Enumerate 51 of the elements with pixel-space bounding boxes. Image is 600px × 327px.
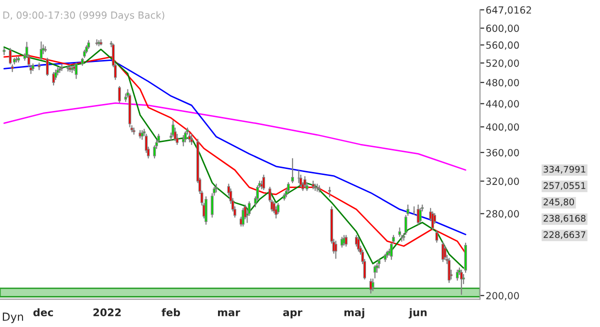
y-tick-label: 440,00 bbox=[486, 100, 519, 108]
text: 228,6637 bbox=[544, 231, 586, 239]
y-tick-label: 400,00 bbox=[486, 123, 519, 132]
candlestick bbox=[334, 240, 338, 259]
text: 245,80 bbox=[544, 198, 574, 206]
candlestick bbox=[374, 265, 376, 278]
candlestick bbox=[242, 208, 244, 227]
candlestick bbox=[46, 58, 49, 76]
text: 334,7991 bbox=[544, 166, 586, 174]
candlestick bbox=[291, 158, 294, 184]
y-tick-label: 520,00 bbox=[486, 59, 519, 68]
line-series bbox=[3, 102, 466, 171]
candlestick bbox=[448, 258, 450, 284]
candlestick bbox=[52, 72, 55, 86]
y-tick-label: 360,00 bbox=[486, 148, 519, 158]
y-tick-label: 280,00 bbox=[486, 210, 519, 218]
y-tick-label: 320,00 bbox=[486, 178, 519, 186]
x-tick-label: mar bbox=[218, 310, 240, 316]
candlestick bbox=[184, 131, 187, 142]
candlestick bbox=[8, 48, 12, 64]
candlestick bbox=[357, 236, 360, 252]
candlestick bbox=[276, 202, 280, 214]
text: 238,6168 bbox=[544, 214, 586, 223]
candlestick bbox=[190, 134, 193, 146]
x-tick-label: maj bbox=[344, 308, 364, 318]
candlestick bbox=[204, 196, 208, 225]
x-tick-label: apr bbox=[283, 310, 302, 318]
y-tick-label: 647,0162 bbox=[486, 6, 531, 15]
y-tick-label: 480,00 bbox=[486, 78, 519, 88]
candlestick bbox=[344, 234, 348, 247]
text: 257,0551 bbox=[544, 182, 586, 190]
candlestick bbox=[418, 208, 422, 224]
x-tick-label: dec bbox=[33, 308, 53, 316]
candlestick bbox=[456, 270, 459, 281]
x-tick-label: 2022 bbox=[93, 308, 121, 316]
candlestick bbox=[118, 86, 121, 104]
candlestick bbox=[431, 211, 434, 230]
candlestick bbox=[172, 120, 174, 137]
candlestick bbox=[60, 64, 64, 72]
candlestick bbox=[328, 186, 331, 198]
candlestick bbox=[460, 270, 463, 295]
chart-title: D, 09:00-17:30 (9999 Days Back) bbox=[3, 11, 164, 21]
y-tick-label: 560,00 bbox=[486, 41, 519, 50]
candlestick bbox=[371, 278, 374, 292]
y-tick-label: 600,00 bbox=[486, 24, 519, 33]
x-tick-label: feb bbox=[162, 308, 180, 316]
y-tick-label: 200,00 bbox=[486, 292, 519, 300]
x-tick-label: jun bbox=[408, 308, 427, 318]
text: Dyn bbox=[2, 312, 24, 324]
candlestick bbox=[444, 246, 446, 260]
candlestick bbox=[304, 176, 306, 188]
